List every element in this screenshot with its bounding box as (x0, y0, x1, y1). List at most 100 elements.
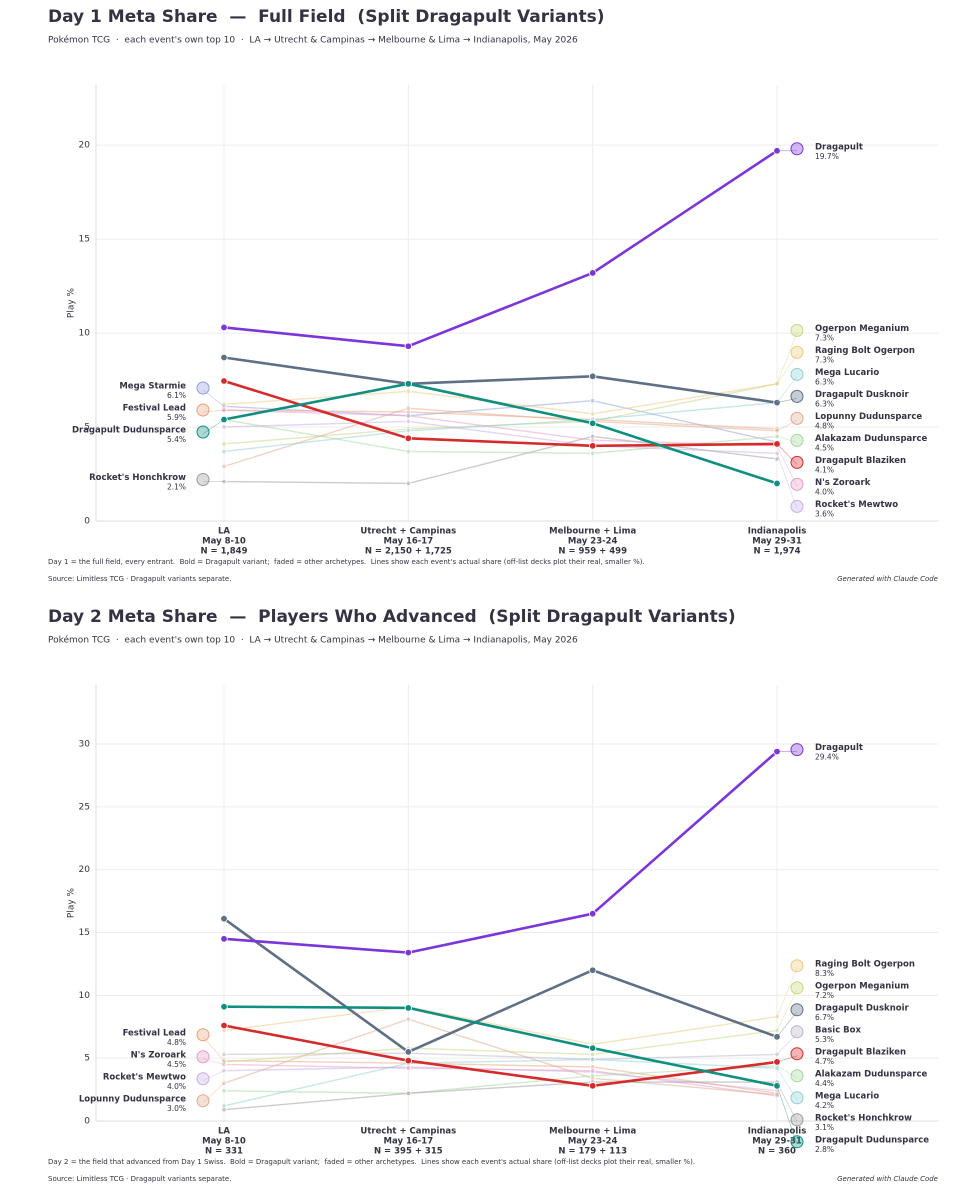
series-label: Lopunny Dudunsparce (79, 1094, 186, 1104)
value-label: 4.5% (167, 1060, 186, 1069)
point (589, 1068, 596, 1074)
series (220, 377, 781, 450)
point (404, 1056, 413, 1065)
x-tick-size: N = 179 + 113 (558, 1147, 627, 1157)
deck-icon (790, 1003, 804, 1017)
x-tick-date: May 16-17 (384, 537, 434, 547)
line (223, 1052, 778, 1061)
point (404, 434, 413, 443)
leader-line (776, 443, 798, 465)
leader-line (776, 398, 798, 403)
chart-note: Day 1 = the full field, every entrant. B… (48, 558, 645, 566)
deck-icon (196, 1094, 210, 1108)
point (588, 419, 597, 427)
point (773, 1082, 781, 1090)
leader-line (776, 989, 798, 1031)
leader-line (776, 354, 798, 385)
deck-icon (790, 1091, 804, 1105)
chart-subtitle: Pokémon TCG · each event's own top 10 · … (48, 635, 578, 646)
line (223, 409, 778, 447)
point (589, 450, 596, 457)
series-label: Festival Lead (123, 1028, 186, 1038)
series (220, 1021, 781, 1090)
line (223, 1058, 778, 1107)
value-label: 4.5% (815, 443, 834, 452)
x-tick-label: LA (218, 1127, 230, 1137)
deck-icon (196, 1072, 210, 1086)
y-tick-label: 10 (79, 991, 91, 1001)
leader-line (776, 1055, 798, 1063)
deck-icon (790, 981, 804, 995)
x-tick-date: May 8-10 (202, 537, 246, 547)
point (405, 428, 412, 434)
leader-line (776, 1085, 798, 1144)
point (588, 1044, 597, 1052)
line (223, 1029, 778, 1063)
value-label: 3.1% (815, 1123, 834, 1132)
line (223, 401, 778, 453)
point (220, 377, 228, 385)
line (223, 409, 778, 430)
deck-icon (196, 403, 210, 417)
value-label: 5.3% (815, 1035, 834, 1044)
line (223, 1081, 777, 1111)
value-label: 5.9% (167, 413, 186, 422)
series-label: Dragapult (815, 743, 863, 753)
y-tick-label: 15 (79, 928, 90, 938)
point (589, 437, 596, 443)
point (405, 418, 412, 425)
line (223, 149, 778, 348)
chart-credit: Generated with Claude Code (837, 1175, 938, 1183)
series-label: Basic Box (815, 1025, 862, 1035)
chart: Day 2 Meta Share — Players Who Advanced … (48, 607, 938, 1183)
point (589, 1073, 596, 1079)
x-tick-date: May 23-24 (568, 537, 618, 547)
deck-icon (196, 425, 210, 439)
value-label: 19.7% (815, 152, 839, 161)
point (405, 1090, 412, 1097)
point (774, 1091, 780, 1098)
point (588, 909, 597, 918)
value-label: 3.6% (815, 509, 834, 518)
chart-note: Day 2 = the field that advanced from Day… (48, 1158, 695, 1166)
value-label: 2.1% (167, 483, 186, 492)
series-label: Alakazam Dudunsparce (815, 434, 928, 444)
chart-title: Day 1 Meta Share — Full Field (Split Dra… (48, 7, 605, 27)
value-label: 3.0% (167, 1104, 186, 1113)
leader-line (202, 1036, 225, 1061)
line (223, 1018, 778, 1096)
deck-icon (790, 1069, 804, 1083)
line (223, 379, 778, 448)
series-label: Festival Lead (123, 404, 186, 414)
leader-line (776, 420, 798, 432)
deck-icon (790, 142, 804, 156)
leader-line (202, 409, 225, 413)
y-tick-label: 0 (84, 1117, 90, 1127)
value-label: 4.2% (815, 1101, 834, 1110)
chart-source: Source: Limitless TCG · Dragapult varian… (48, 575, 231, 583)
value-label: 4.8% (167, 1038, 186, 1047)
point (404, 1004, 413, 1012)
y-tick-label: 10 (79, 329, 91, 339)
deck-icon (790, 959, 804, 973)
x-tick-size: N = 2,150 + 1,725 (365, 547, 452, 557)
y-tick-label: 5 (84, 423, 90, 433)
point (404, 948, 413, 957)
series-label: Rocket's Mewtwo (103, 1072, 186, 1082)
line (223, 1005, 778, 1088)
value-label: 5.4% (167, 435, 186, 444)
leader-line (202, 419, 225, 435)
line (223, 420, 778, 455)
leader-line (202, 1070, 225, 1082)
point (588, 269, 597, 277)
series-label: Mega Starmie (119, 382, 186, 392)
point (221, 1051, 227, 1058)
line (223, 1024, 778, 1088)
value-label: 6.3% (815, 377, 834, 386)
line (223, 435, 778, 485)
leader-line (776, 436, 798, 443)
value-label: 4.8% (815, 421, 834, 430)
x-tick-label: Indianapolis (748, 1127, 807, 1137)
y-tick-label: 25 (79, 802, 90, 812)
